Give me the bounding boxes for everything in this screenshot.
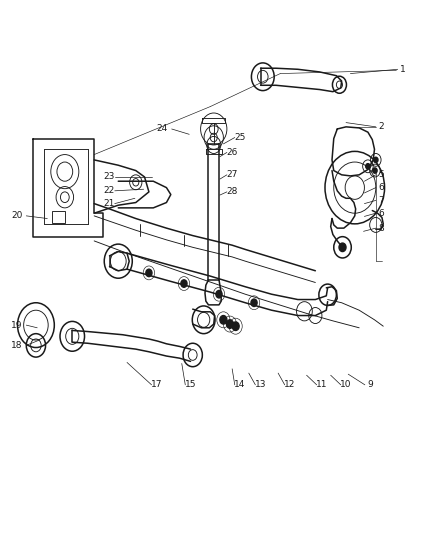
Circle shape: [373, 168, 377, 173]
Text: 5: 5: [378, 171, 384, 179]
Text: 1: 1: [400, 65, 406, 74]
Circle shape: [216, 290, 222, 298]
Text: 27: 27: [226, 171, 238, 179]
Text: 21: 21: [103, 199, 114, 208]
Circle shape: [339, 243, 346, 252]
Text: 6: 6: [378, 209, 384, 217]
Text: 2: 2: [378, 123, 384, 131]
Text: 26: 26: [226, 148, 238, 157]
Circle shape: [251, 299, 257, 306]
Text: 28: 28: [226, 188, 238, 196]
Circle shape: [226, 320, 233, 328]
Text: 24: 24: [156, 125, 168, 133]
Circle shape: [181, 280, 187, 287]
Text: 18: 18: [11, 341, 22, 350]
Text: 20: 20: [11, 212, 22, 220]
Text: 7: 7: [378, 196, 384, 205]
Text: 11: 11: [316, 381, 328, 389]
Circle shape: [232, 322, 239, 330]
Text: 15: 15: [185, 381, 196, 389]
Text: 23: 23: [103, 173, 114, 181]
Text: 14: 14: [234, 381, 246, 389]
Text: 9: 9: [367, 381, 373, 389]
Circle shape: [146, 269, 152, 277]
Text: 17: 17: [151, 381, 162, 389]
Text: 22: 22: [103, 187, 114, 195]
Text: 13: 13: [255, 381, 266, 389]
Circle shape: [220, 316, 227, 324]
Text: 19: 19: [11, 321, 22, 329]
Text: 12: 12: [284, 381, 296, 389]
Text: 6: 6: [378, 183, 384, 192]
Text: 10: 10: [340, 381, 352, 389]
Text: 25: 25: [234, 133, 246, 142]
Text: 8: 8: [378, 224, 384, 232]
Circle shape: [366, 164, 370, 169]
Circle shape: [374, 157, 378, 163]
